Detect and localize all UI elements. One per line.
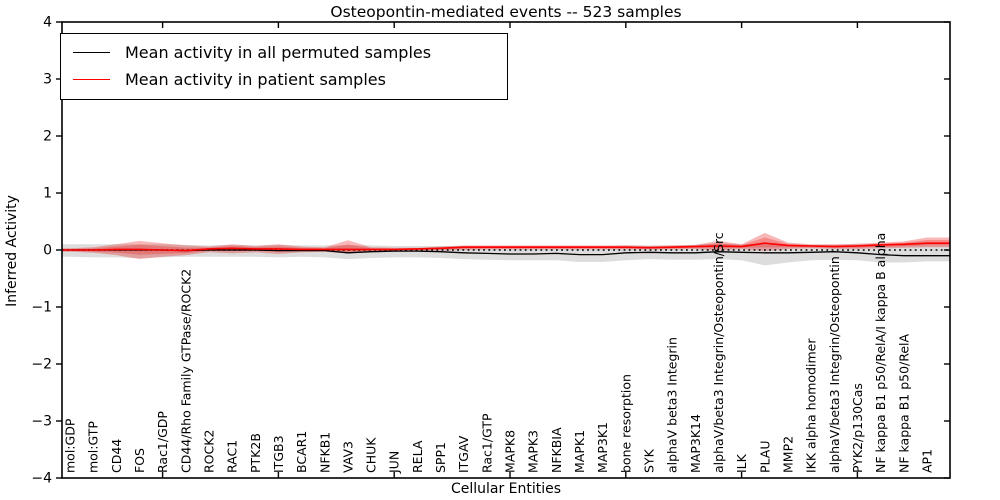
entity-label: NF kappa B1 p50/RelA/I kappa B alpha [873,233,888,473]
patient-band-outer [62,232,950,260]
entity-label: alphaV/beta3 Integrin/Osteopontin [827,256,842,473]
entity-label: PTK2B [248,433,263,473]
entity-label: RELA [410,440,425,473]
entity-label: JUN [387,451,402,474]
legend-entry-patient: Mean activity in patient samples [73,66,497,93]
entity-label: MAP3K1 [595,422,610,473]
entity-label: MMP2 [781,436,796,473]
y-tick-label: −1 [31,300,52,316]
entity-label: MAP3K14 [688,414,703,473]
entity-label: BCAR1 [294,431,309,473]
y-axis-label: Inferred Activity [4,195,20,307]
entity-label: MAPK3 [526,430,541,473]
permuted-line-swatch [73,52,110,53]
y-tick-label: 3 [43,72,52,88]
entity-label: MAPK1 [572,430,587,473]
patient-mean-line [62,242,950,252]
y-tick-label: 4 [43,15,52,31]
entity-label: mol:GDP [63,418,78,473]
entity-label: MAPK8 [503,430,518,473]
entity-label: NFKB1 [317,432,332,473]
x-axis-label: Cellular Entities [450,481,562,497]
entity-label: ITGAV [456,435,471,473]
y-tick-label: 1 [43,186,52,202]
entity-label: alphaV/beta3 Integrin/Osteopontin/Src [711,232,726,473]
entity-label: ILK [734,453,749,473]
entity-label: FOS [132,448,147,473]
entity-label: alphaV beta3 Integrin [665,337,680,473]
entity-label: SPP1 [433,442,448,473]
y-tick-label: 2 [43,129,52,145]
y-tick-label: −3 [31,414,52,430]
entity-label: CD44/Rho Family GTPase/ROCK2 [178,269,193,473]
entity-label: mol:GTP [86,421,101,473]
entity-label: IKK alpha homodimer [804,338,819,473]
chart-title: Osteopontin-mediated events -- 523 sampl… [330,3,682,21]
entity-label: NFKBIA [549,427,564,473]
y-tick-label: −2 [31,357,52,373]
entity-label: Rac1/GDP [155,411,170,473]
entity-label: ROCK2 [202,430,217,473]
entity-label: bone resorption [618,374,633,473]
y-tick-label: 0 [43,243,52,259]
patient-line-swatch [73,79,110,80]
entity-label: CHUK [364,437,379,473]
legend-entry-permuted: Mean activity in all permuted samples [73,39,497,66]
entity-label: CD44 [109,439,124,473]
entity-label: ITGB3 [271,435,286,473]
entity-label: Rac1/GTP [479,413,494,473]
legend-label-permuted: Mean activity in all permuted samples [125,43,432,62]
entity-label: PYK2/p130Cas [850,383,865,473]
entity-label: NF kappa B1 p50/RelA [896,333,911,473]
legend-label-patient: Mean activity in patient samples [125,70,386,89]
entity-label: PLAU [757,441,772,474]
entity-label: SYK [642,448,657,473]
entity-label: AP1 [919,449,934,473]
entity-label: VAV3 [340,441,355,473]
legend: Mean activity in all permuted samples Me… [60,33,508,100]
entity-label: RAC1 [225,440,240,473]
y-tick-label: −4 [31,471,52,487]
